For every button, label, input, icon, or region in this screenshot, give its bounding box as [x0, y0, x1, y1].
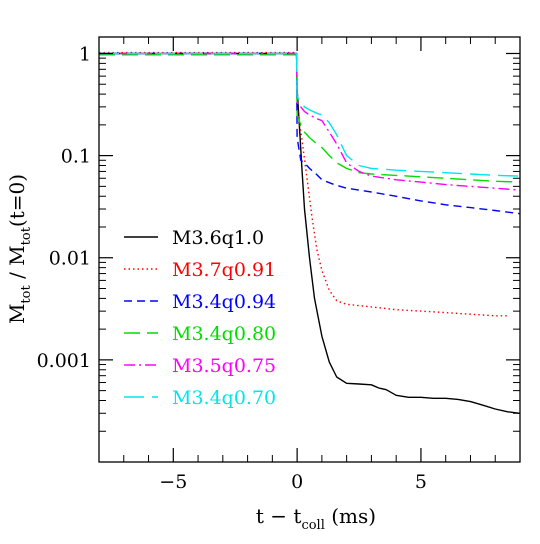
y-axis-title-part1: M — [5, 304, 29, 324]
legend-label-m3-6q1-0: M3.6q1.0 — [172, 227, 264, 249]
x-axis-title-main: t − t — [256, 504, 302, 528]
legend: M3.6q1.0 M3.7q0.91 M3.4q0.94 M3.4q0.80 M3.5q… — [124, 227, 276, 409]
y-tick-label: 1 — [79, 43, 91, 65]
series-line-m3-6q1-0 — [99, 52, 520, 414]
y-axis-title-part1-sub: tot — [19, 285, 34, 304]
x-axis-title-units: (ms) — [325, 504, 376, 528]
series-layer — [99, 51, 520, 414]
plot-frame — [98, 36, 521, 463]
x-tick-label: −5 — [159, 471, 187, 493]
series-line-m3-4q0-70 — [99, 52, 520, 177]
x-tick-label: 5 — [415, 471, 427, 493]
series-line-m3-5q0-75 — [99, 52, 520, 191]
y-axis-title-part2: / M — [5, 245, 29, 285]
legend-label-m3-5q0-75: M3.5q0.75 — [172, 355, 276, 377]
y-tick-label: 0.001 — [37, 350, 91, 372]
legend-label-m3-4q0-94: M3.4q0.94 — [172, 291, 276, 313]
y-axis-title: Mtot / Mtot(t=0) — [5, 174, 34, 324]
y-axis-title-part2-sub: tot — [19, 226, 34, 245]
x-axis-title-subscript: coll — [301, 518, 324, 533]
legend-label-m3-4q0-70: M3.4q0.70 — [172, 387, 276, 409]
y-axis-title-part3: (t=0) — [5, 174, 29, 227]
legend-label-m3-4q0-80: M3.4q0.80 — [172, 323, 276, 345]
series-line-m3-4q0-80 — [99, 54, 520, 183]
series-line-m3-7q0-91 — [99, 51, 508, 317]
x-axis-title: t − tcoll (ms) — [256, 504, 376, 533]
legend-label-m3-7q0-91: M3.7q0.91 — [172, 259, 276, 281]
tick-labels-layer: −5 0 5 1 0.1 0.01 0.001 — [37, 43, 427, 493]
y-tick-label: 0.1 — [61, 146, 91, 168]
y-tick-label: 0.01 — [49, 248, 91, 270]
series-line-m3-4q0-94 — [99, 52, 520, 215]
x-tick-label: 0 — [291, 471, 303, 493]
